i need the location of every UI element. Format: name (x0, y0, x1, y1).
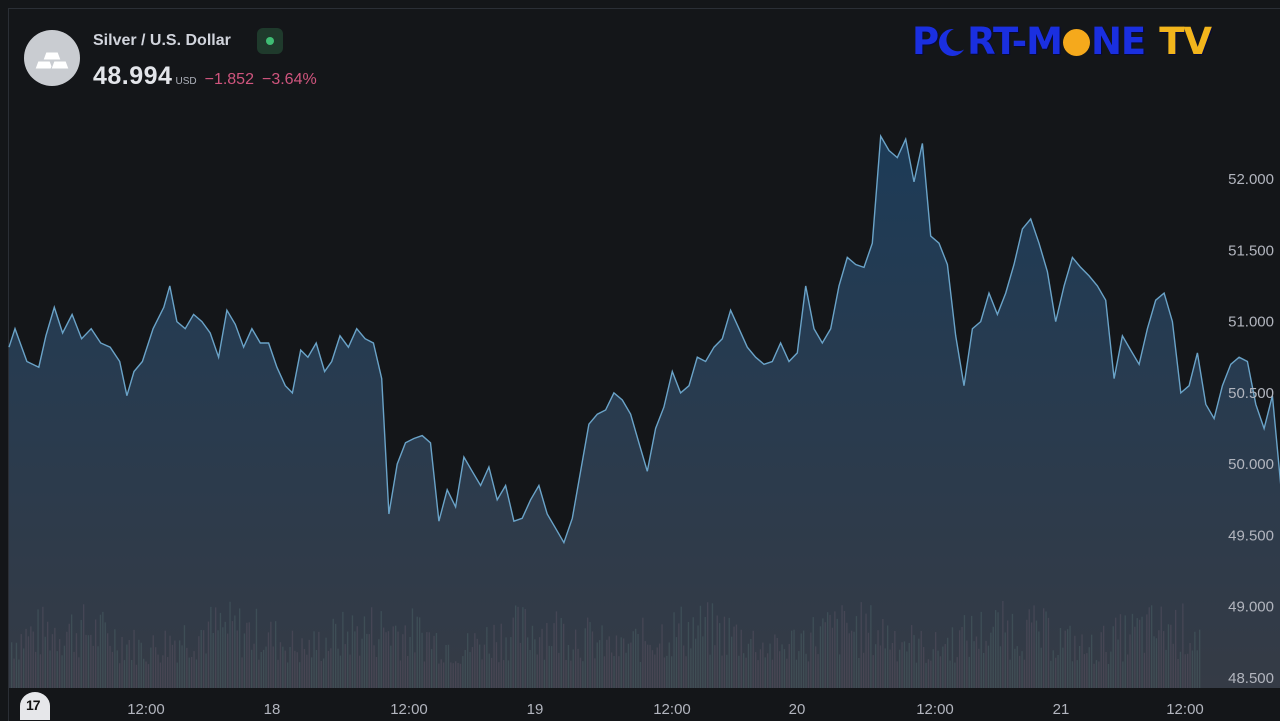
price-area-fill (9, 136, 1280, 688)
y-tick-label: 49.000 (1228, 599, 1274, 616)
price-change: −1.852 (204, 71, 254, 88)
x-tick-label: 18 (264, 701, 281, 718)
x-tick-label: 12:00 (653, 701, 691, 718)
y-tick-label: 49.500 (1228, 527, 1274, 544)
silver-bars-icon[interactable] (24, 30, 80, 86)
watermark-tv: TV (1159, 20, 1212, 63)
chart-frame (8, 8, 1280, 721)
y-axis: 48.500 49.000 49.500 50.000 50.500 51.000 51.5… (1228, 171, 1274, 687)
x-tick-label: 12:00 (916, 701, 954, 718)
watermark-p: P (912, 20, 939, 63)
x-tick-label: 19 (527, 701, 544, 718)
x-tick-label: 21 (1053, 701, 1070, 718)
price-change-percent: −3.64% (261, 71, 317, 88)
x-tick-label: 12:00 (1166, 701, 1204, 718)
x-tick-label: 12:00 (390, 701, 428, 718)
moon-icon (939, 29, 967, 56)
y-tick-label: 51.000 (1228, 314, 1274, 331)
y-tick-label: 50.000 (1228, 456, 1274, 473)
x-tick-label: 12:00 (127, 701, 165, 718)
y-tick-label: 52.000 (1228, 171, 1274, 188)
price-row: 48.994 USD −1.852 −3.64% (93, 62, 317, 91)
tradingview-logo-icon[interactable]: 17 (20, 692, 50, 720)
x-axis: 12:00 18 12:00 19 12:00 20 12:00 21 12:00 (127, 701, 1204, 718)
port-mone-tv-logo: P RT-M NE TV (912, 20, 1212, 63)
watermark-rt-m: RT-M (967, 20, 1063, 63)
last-price: 48.994 (93, 62, 173, 90)
sun-icon (1062, 29, 1090, 56)
y-tick-label: 50.500 (1228, 385, 1274, 402)
watermark-ne: NE (1090, 20, 1146, 63)
market-open-dot-icon[interactable] (257, 28, 283, 54)
price-unit: USD (175, 76, 197, 87)
price-area (8, 133, 1280, 688)
x-tick-label: 20 (789, 701, 806, 718)
price-line (8, 133, 1280, 545)
y-tick-label: 51.500 (1228, 242, 1274, 259)
y-tick-label: 48.500 (1228, 670, 1274, 687)
symbol-title[interactable]: Silver / U.S. Dollar (93, 32, 231, 49)
